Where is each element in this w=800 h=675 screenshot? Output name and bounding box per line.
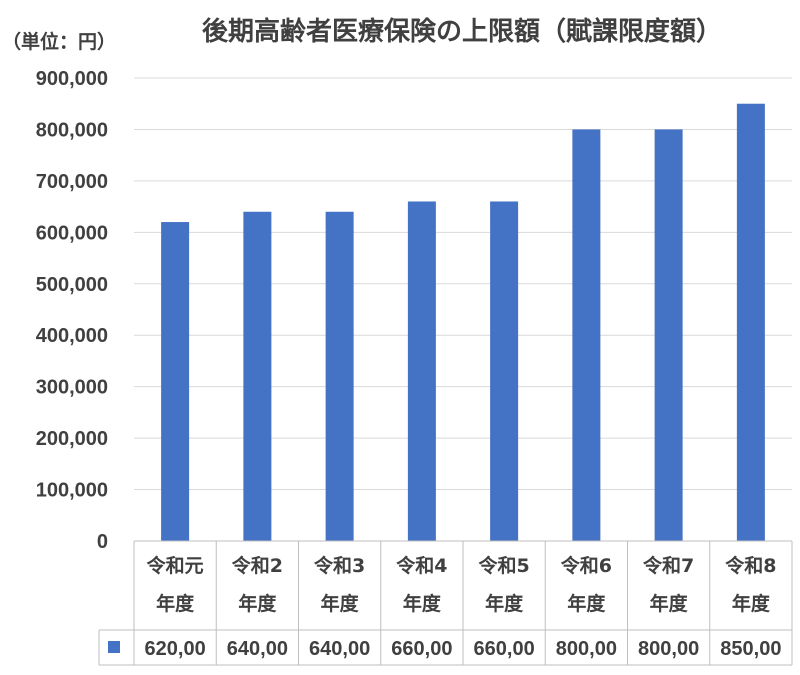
bar	[325, 211, 354, 541]
category-label: 年度	[650, 592, 689, 615]
category-label: 令和7	[643, 554, 694, 577]
category-label: 年度	[156, 592, 195, 615]
bars	[161, 103, 765, 542]
table-value: 850,00	[720, 638, 781, 660]
category-label: 令和3	[314, 554, 365, 577]
bar	[490, 201, 519, 541]
y-axis-unit-label: （単位：円）	[2, 30, 116, 53]
legend-key	[108, 641, 120, 653]
y-tick-label: 300,000	[36, 377, 108, 399]
table-value: 800,00	[556, 638, 617, 660]
category-label: 令和4	[396, 554, 447, 577]
y-tick-label: 0	[97, 531, 108, 553]
bar	[161, 222, 190, 542]
category-label: 年度	[567, 592, 606, 615]
table-value: 640,00	[309, 638, 370, 660]
table-value: 640,00	[227, 638, 288, 660]
category-label: 令和6	[561, 554, 612, 577]
y-tick-label: 100,000	[36, 480, 108, 502]
y-tick-label: 800,000	[36, 119, 108, 141]
bar	[243, 211, 272, 541]
table-value: 620,00	[145, 638, 206, 660]
category-label: 年度	[321, 592, 360, 615]
bar	[736, 103, 765, 541]
chart-title: 後期高齢者医療保険の上限額（賦課限度額）	[202, 16, 722, 47]
y-tick-label: 900,000	[36, 68, 108, 90]
y-tick-label: 500,000	[36, 274, 108, 296]
y-tick-label: 700,000	[36, 171, 108, 193]
category-label: 令和5	[479, 554, 530, 577]
category-label: 令和2	[232, 554, 283, 577]
category-label: 令和8	[725, 554, 776, 577]
y-tick-label: 600,000	[36, 222, 108, 244]
category-label: 年度	[732, 592, 771, 615]
y-tick-label: 400,000	[36, 325, 108, 347]
y-axis-ticks: 0 100,000 200,000 300,000 400,000 500,000 600,…	[36, 68, 108, 553]
category-label: 年度	[485, 592, 524, 615]
table-value: 800,00	[638, 638, 699, 660]
category-label: 年度	[403, 592, 442, 615]
bar	[654, 129, 683, 541]
gridlines	[134, 77, 792, 542]
category-label: 年度	[238, 592, 277, 615]
table-value: 660,00	[474, 638, 535, 660]
bar	[407, 201, 436, 541]
y-tick-label: 200,000	[36, 428, 108, 450]
bar	[572, 129, 601, 541]
table-value: 660,00	[391, 638, 452, 660]
category-label: 令和元	[147, 554, 204, 577]
